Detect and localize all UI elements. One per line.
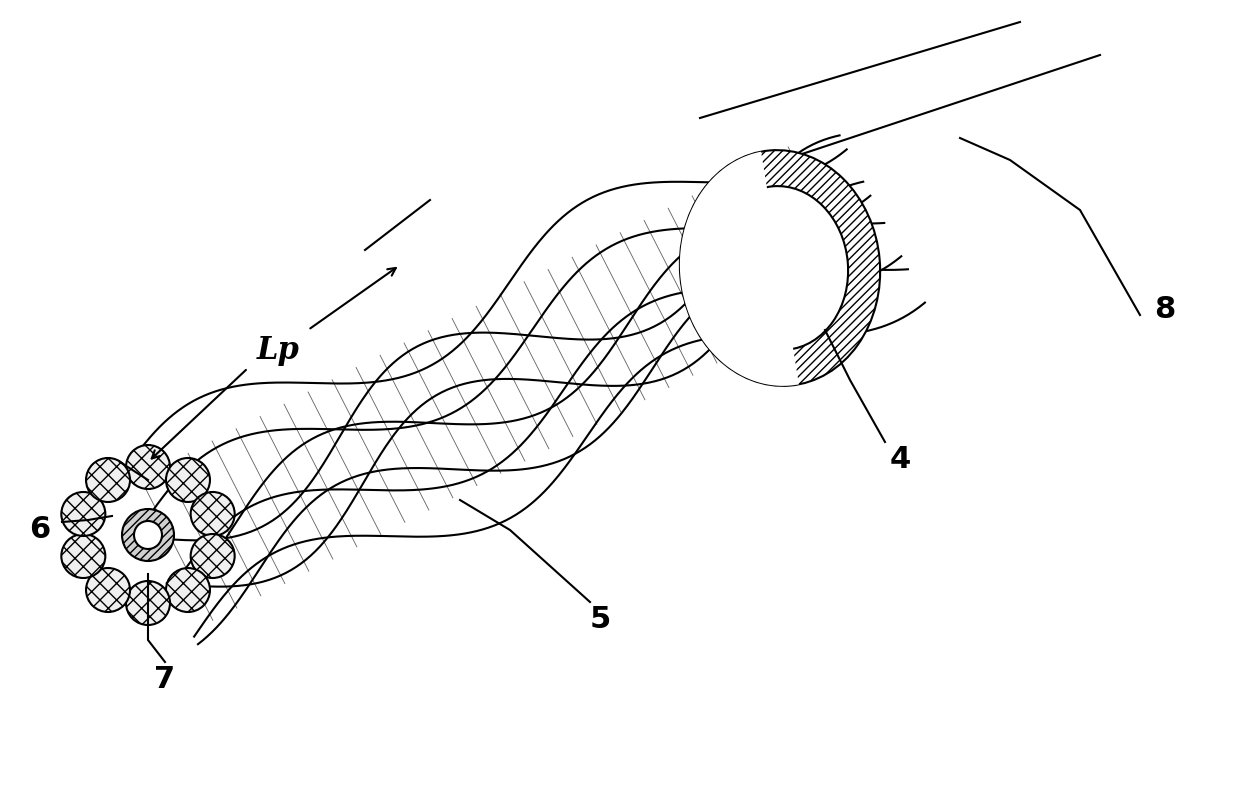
Ellipse shape xyxy=(86,568,130,612)
Ellipse shape xyxy=(126,581,170,625)
Text: 7: 7 xyxy=(155,665,176,695)
Text: 6: 6 xyxy=(30,515,51,545)
Ellipse shape xyxy=(122,509,174,561)
Ellipse shape xyxy=(61,492,105,536)
Polygon shape xyxy=(175,221,908,644)
Polygon shape xyxy=(143,136,863,587)
Ellipse shape xyxy=(134,521,162,549)
Ellipse shape xyxy=(191,492,234,536)
Text: 8: 8 xyxy=(1154,295,1176,325)
Ellipse shape xyxy=(86,458,130,502)
Polygon shape xyxy=(115,149,870,530)
Polygon shape xyxy=(117,134,901,636)
Polygon shape xyxy=(680,152,799,386)
Ellipse shape xyxy=(61,534,105,578)
Ellipse shape xyxy=(166,568,210,612)
Ellipse shape xyxy=(191,534,234,578)
Text: 4: 4 xyxy=(889,445,910,475)
Ellipse shape xyxy=(712,186,848,350)
Text: Lp: Lp xyxy=(257,334,299,365)
Ellipse shape xyxy=(166,458,210,502)
Text: 5: 5 xyxy=(589,606,610,634)
Polygon shape xyxy=(170,256,925,637)
Ellipse shape xyxy=(126,445,170,489)
Ellipse shape xyxy=(680,150,880,386)
